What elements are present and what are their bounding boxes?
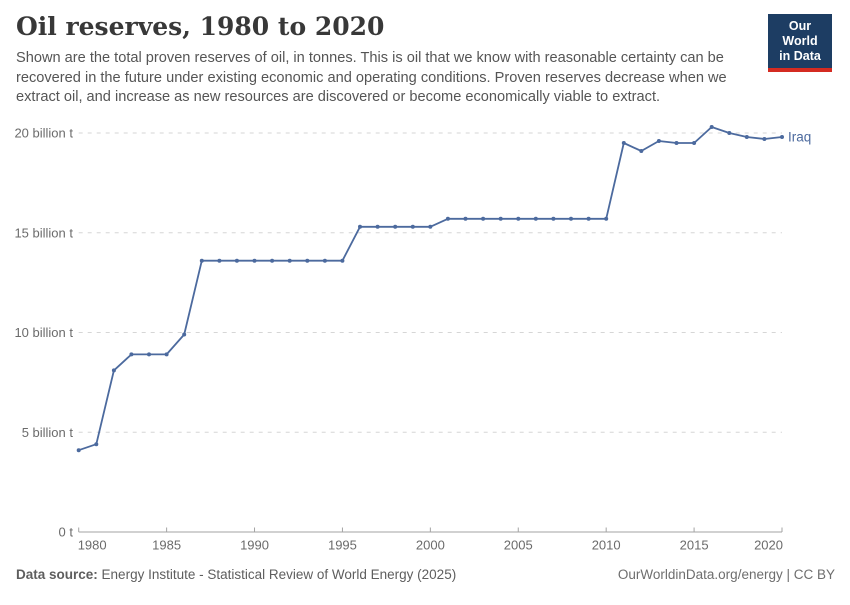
data-point	[340, 258, 345, 263]
data-point	[358, 224, 362, 229]
data-point	[727, 131, 732, 135]
page-title: Oil reserves, 1980 to 2020	[16, 12, 385, 41]
x-tick-label: 1990	[240, 538, 269, 553]
owid-logo-line2: in Data	[779, 49, 821, 63]
data-point	[287, 258, 292, 263]
data-point	[463, 216, 468, 221]
x-tick-label: 2015	[680, 538, 709, 553]
data-point	[709, 125, 714, 129]
x-tick-label: 2005	[504, 538, 533, 553]
data-point	[780, 135, 784, 139]
data-point	[217, 258, 222, 263]
subtitle-line: recovered in the future under existing e…	[16, 69, 727, 86]
data-point	[252, 258, 257, 263]
chart-footer: Data source: Energy Institute - Statisti…	[16, 566, 835, 584]
data-point	[182, 332, 187, 337]
data-point	[270, 258, 275, 263]
data-point	[674, 141, 679, 145]
data-point	[498, 216, 503, 221]
subtitle-line: extract oil, and increase as new resourc…	[16, 89, 661, 105]
data-point	[428, 224, 433, 229]
data-point	[569, 216, 573, 221]
data-source-note: Data source: Energy Institute - Statisti…	[16, 566, 456, 584]
x-tick-label: 2010	[592, 538, 621, 553]
y-tick-label: 20 billion t	[14, 126, 73, 141]
data-point	[639, 149, 644, 153]
data-point	[604, 216, 609, 221]
subtitle-line: Shown are the total proven reserves of o…	[16, 50, 724, 66]
data-point	[656, 139, 661, 143]
data-point	[375, 224, 380, 229]
y-tick-label: 15 billion t	[14, 225, 73, 240]
data-point	[393, 224, 398, 229]
data-point	[551, 216, 556, 221]
data-point	[305, 258, 310, 263]
data-source-label: Data source:	[16, 567, 98, 582]
chart-subtitle: Shown are the total proven reserves of o…	[16, 49, 761, 108]
data-point	[586, 216, 591, 221]
credit-link[interactable]: OurWorldinData.org/energy | CC BY	[617, 567, 835, 582]
data-point	[516, 216, 521, 221]
owid-logo[interactable]: Our World in Data	[768, 14, 832, 72]
data-source-text: Energy Institute - Statistical Review of…	[101, 567, 457, 582]
x-tick-label: 2000	[416, 538, 445, 553]
x-tick-label: 1985	[152, 538, 181, 553]
y-tick-label: 10 billion t	[14, 325, 73, 340]
series-line	[77, 126, 783, 452]
data-point	[94, 442, 99, 447]
data-point	[111, 368, 116, 373]
owid-logo-line1: Our World	[782, 19, 818, 48]
y-tick-label: 5 billion t	[22, 425, 74, 440]
data-point	[445, 216, 450, 221]
data-point	[164, 352, 169, 357]
chart-header: Oil reserves, 1980 to 2020 Shown are the…	[16, 12, 761, 108]
data-point	[234, 258, 239, 263]
data-point	[744, 135, 749, 139]
data-point	[481, 216, 486, 221]
owid-logo-stripe	[768, 68, 832, 72]
data-point	[692, 141, 697, 145]
data-point	[621, 141, 626, 145]
data-point	[76, 448, 81, 453]
series-end-label[interactable]: Iraq	[788, 129, 811, 144]
y-tick-label: 0 t	[59, 525, 74, 540]
data-point	[129, 352, 134, 357]
data-point	[533, 216, 538, 221]
data-point	[322, 258, 327, 263]
data-point	[147, 352, 151, 357]
data-point	[762, 137, 767, 141]
x-tick-label: 1980	[78, 538, 107, 553]
x-tick-label: 1995	[328, 538, 357, 553]
data-point	[199, 258, 204, 263]
x-tick-label: 2020	[754, 538, 783, 553]
data-point	[410, 224, 415, 229]
